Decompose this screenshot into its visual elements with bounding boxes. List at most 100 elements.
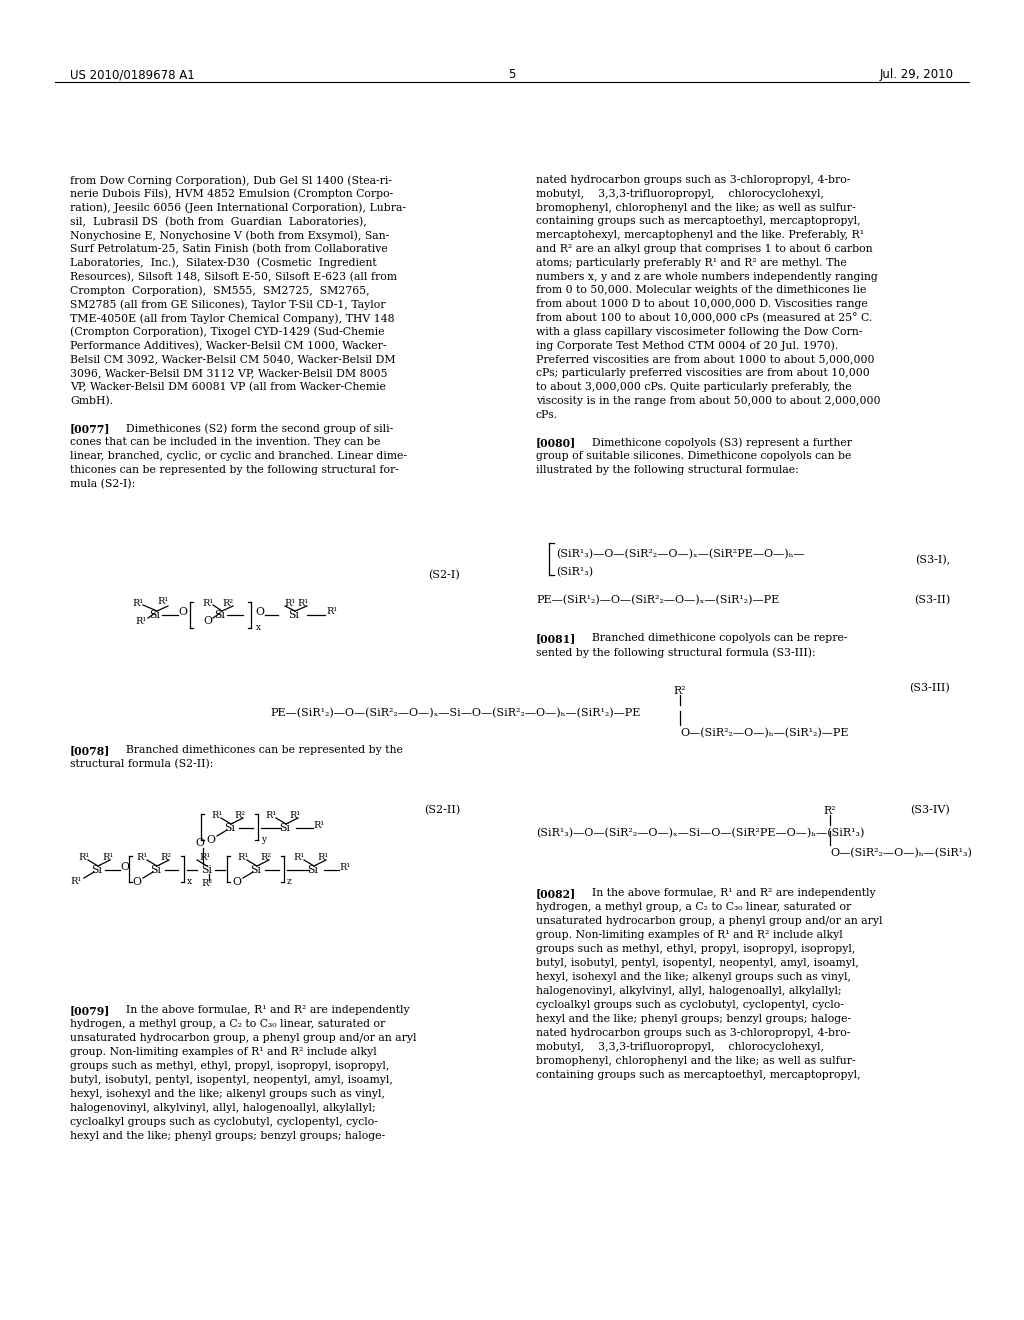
Text: (S2-I): (S2-I) bbox=[428, 570, 460, 581]
Text: R¹: R¹ bbox=[297, 598, 308, 607]
Text: O: O bbox=[196, 838, 205, 847]
Text: Belsil CM 3092, Wacker-Belsil CM 5040, Wacker-Belsil DM: Belsil CM 3092, Wacker-Belsil CM 5040, W… bbox=[70, 354, 395, 364]
Text: Performance Additives), Wacker-Belsil CM 1000, Wacker-: Performance Additives), Wacker-Belsil CM… bbox=[70, 341, 386, 351]
Text: In the above formulae, R¹ and R² are independently: In the above formulae, R¹ and R² are ind… bbox=[108, 1005, 410, 1015]
Text: 5: 5 bbox=[508, 69, 516, 81]
Text: SM2785 (all from GE Silicones), Taylor T-Sil CD-1, Taylor: SM2785 (all from GE Silicones), Taylor T… bbox=[70, 300, 385, 310]
Text: Branched dimethicones can be represented by the: Branched dimethicones can be represented… bbox=[108, 744, 402, 755]
Text: R¹: R¹ bbox=[285, 598, 296, 607]
Text: (S3-IV): (S3-IV) bbox=[910, 805, 950, 816]
Text: R²: R² bbox=[222, 598, 233, 607]
Text: halogenovinyl, alkylvinyl, allyl, halogenoallyl, alkylallyl;: halogenovinyl, alkylvinyl, allyl, haloge… bbox=[536, 986, 842, 997]
Text: R²: R² bbox=[161, 854, 172, 862]
Text: cycloalkyl groups such as cyclobutyl, cyclopentyl, cyclo-: cycloalkyl groups such as cyclobutyl, cy… bbox=[70, 1117, 378, 1127]
Text: Branched dimethicone copolyols can be repre-: Branched dimethicone copolyols can be re… bbox=[574, 634, 848, 643]
Text: butyl, isobutyl, pentyl, isopentyl, neopentyl, amyl, isoamyl,: butyl, isobutyl, pentyl, isopentyl, neop… bbox=[536, 958, 859, 968]
Text: R²: R² bbox=[823, 807, 837, 816]
Text: Si: Si bbox=[215, 610, 225, 620]
Text: Si: Si bbox=[280, 822, 291, 833]
Text: (SiR¹₃)—O—(SiR²₂—O—)ₓ—(SiR²PE—O—)ₕ—: (SiR¹₃)—O—(SiR²₂—O—)ₓ—(SiR²PE—O—)ₕ— bbox=[556, 549, 805, 560]
Text: (SiR¹₃): (SiR¹₃) bbox=[556, 568, 593, 577]
Text: group. Non-limiting examples of R¹ and R² include alkyl: group. Non-limiting examples of R¹ and R… bbox=[536, 931, 843, 940]
Text: viscosity is in the range from about 50,000 to about 2,000,000: viscosity is in the range from about 50,… bbox=[536, 396, 881, 405]
Text: thicones can be represented by the following structural for-: thicones can be represented by the follo… bbox=[70, 465, 399, 475]
Text: O: O bbox=[256, 607, 264, 616]
Text: R¹: R¹ bbox=[71, 878, 82, 887]
Text: [0079]: [0079] bbox=[70, 1005, 111, 1016]
Text: (S3-I),: (S3-I), bbox=[914, 554, 950, 565]
Text: Dimethicone copolyols (S3) represent a further: Dimethicone copolyols (S3) represent a f… bbox=[574, 437, 852, 447]
Text: R¹: R¹ bbox=[293, 854, 304, 862]
Text: Laboratories,  Inc.),  Silatex-D30  (Cosmetic  Ingredient: Laboratories, Inc.), Silatex-D30 (Cosmet… bbox=[70, 257, 377, 268]
Text: Nonychosine E, Nonychosine V (both from Exsymol), San-: Nonychosine E, Nonychosine V (both from … bbox=[70, 230, 389, 240]
Text: In the above formulae, R¹ and R² are independently: In the above formulae, R¹ and R² are ind… bbox=[574, 888, 876, 898]
Text: and R² are an alkyl group that comprises 1 to about 6 carbon: and R² are an alkyl group that comprises… bbox=[536, 244, 872, 253]
Text: (S2-II): (S2-II) bbox=[424, 805, 460, 816]
Text: nerie Dubois Fils), HVM 4852 Emulsion (Crompton Corpo-: nerie Dubois Fils), HVM 4852 Emulsion (C… bbox=[70, 189, 393, 199]
Text: unsaturated hydrocarbon group, a phenyl group and/or an aryl: unsaturated hydrocarbon group, a phenyl … bbox=[536, 916, 883, 927]
Text: sil,  Lubrasil DS  (both from  Guardian  Laboratories),: sil, Lubrasil DS (both from Guardian Lab… bbox=[70, 216, 367, 227]
Text: groups such as methyl, ethyl, propyl, isopropyl, isopropyl,: groups such as methyl, ethyl, propyl, is… bbox=[536, 944, 855, 954]
Text: Jul. 29, 2010: Jul. 29, 2010 bbox=[880, 69, 954, 81]
Text: Si: Si bbox=[150, 610, 161, 620]
Text: Resources), Silsoft 148, Silsoft E-50, Silsoft E-623 (all from: Resources), Silsoft 148, Silsoft E-50, S… bbox=[70, 272, 397, 282]
Text: R¹: R¹ bbox=[136, 854, 147, 862]
Text: R¹: R¹ bbox=[79, 854, 90, 862]
Text: R²: R² bbox=[202, 879, 213, 888]
Text: x: x bbox=[187, 876, 193, 886]
Text: R¹: R¹ bbox=[339, 862, 350, 871]
Text: PE—(SiR¹₂)—O—(SiR²₂—O—)ₓ—Si—O—(SiR²₂—O—)ₕ—(SiR¹₂)—PE: PE—(SiR¹₂)—O—(SiR²₂—O—)ₓ—Si—O—(SiR²₂—O—)… bbox=[270, 708, 640, 718]
Text: Si: Si bbox=[307, 865, 318, 875]
Text: with a glass capillary viscosimeter following the Dow Corn-: with a glass capillary viscosimeter foll… bbox=[536, 327, 862, 337]
Text: atoms; particularly preferably R¹ and R² are methyl. The: atoms; particularly preferably R¹ and R²… bbox=[536, 257, 847, 268]
Text: VP, Wacker-Belsil DM 60081 VP (all from Wacker-Chemie: VP, Wacker-Belsil DM 60081 VP (all from … bbox=[70, 381, 386, 392]
Text: cPs; particularly preferred viscosities are from about 10,000: cPs; particularly preferred viscosities … bbox=[536, 368, 869, 379]
Text: R²: R² bbox=[674, 686, 686, 696]
Text: Si: Si bbox=[202, 865, 212, 875]
Text: ration), Jeesilc 6056 (Jeen International Corporation), Lubra-: ration), Jeesilc 6056 (Jeen Internationa… bbox=[70, 202, 406, 213]
Text: butyl, isobutyl, pentyl, isopentyl, neopentyl, amyl, isoamyl,: butyl, isobutyl, pentyl, isopentyl, neop… bbox=[70, 1074, 393, 1085]
Text: [0081]: [0081] bbox=[536, 634, 577, 644]
Text: R¹: R¹ bbox=[132, 598, 143, 607]
Text: R¹: R¹ bbox=[135, 616, 146, 626]
Text: from Dow Corning Corporation), Dub Gel Sl 1400 (Stea­ri-: from Dow Corning Corporation), Dub Gel S… bbox=[70, 176, 392, 186]
Text: R¹: R¹ bbox=[102, 854, 114, 862]
Text: hexyl, isohexyl and the like; alkenyl groups such as vinyl,: hexyl, isohexyl and the like; alkenyl gr… bbox=[536, 972, 851, 982]
Text: hydrogen, a methyl group, a C₂ to C₃₀ linear, saturated or: hydrogen, a methyl group, a C₂ to C₃₀ li… bbox=[536, 902, 851, 912]
Text: hexyl and the like; phenyl groups; benzyl groups; haloge-: hexyl and the like; phenyl groups; benzy… bbox=[536, 1014, 851, 1024]
Text: O—(SiR²₂—O—)ₕ—(SiR¹₃): O—(SiR²₂—O—)ₕ—(SiR¹₃) bbox=[830, 847, 972, 858]
Text: from 0 to 50,000. Molecular weights of the dimethicones lie: from 0 to 50,000. Molecular weights of t… bbox=[536, 285, 866, 296]
Text: TME-4050E (all from Taylor Chemical Company), THV 148: TME-4050E (all from Taylor Chemical Comp… bbox=[70, 313, 394, 323]
Text: O: O bbox=[178, 607, 187, 616]
Text: sented by the following structural formula (S3-III):: sented by the following structural formu… bbox=[536, 647, 816, 657]
Text: [0080]: [0080] bbox=[536, 437, 577, 449]
Text: mula (S2-I):: mula (S2-I): bbox=[70, 479, 135, 488]
Text: 3096, Wacker-Belsil DM 3112 VP, Wacker-Belsil DM 8005: 3096, Wacker-Belsil DM 3112 VP, Wacker-B… bbox=[70, 368, 387, 379]
Text: O: O bbox=[207, 836, 215, 845]
Text: hexyl, isohexyl and the like; alkenyl groups such as vinyl,: hexyl, isohexyl and the like; alkenyl gr… bbox=[70, 1089, 385, 1100]
Text: mobutyl,    3,3,3-trifluoropropyl,    chlorocyclohexyl,: mobutyl, 3,3,3-trifluoropropyl, chlorocy… bbox=[536, 189, 824, 199]
Text: R¹: R¹ bbox=[327, 607, 338, 616]
Text: O: O bbox=[204, 616, 213, 626]
Text: PE—(SiR¹₂)—O—(SiR²₂—O—)ₓ—(SiR¹₂)—PE: PE—(SiR¹₂)—O—(SiR²₂—O—)ₓ—(SiR¹₂)—PE bbox=[536, 595, 779, 606]
Text: mobutyl,    3,3,3-trifluoropropyl,    chlorocyclohexyl,: mobutyl, 3,3,3-trifluoropropyl, chlorocy… bbox=[536, 1041, 824, 1052]
Text: bromophenyl, chlorophenyl and the like; as well as sulfur-: bromophenyl, chlorophenyl and the like; … bbox=[536, 202, 856, 213]
Text: [0077]: [0077] bbox=[70, 424, 111, 434]
Text: to about 3,000,000 cPs. Quite particularly preferably, the: to about 3,000,000 cPs. Quite particular… bbox=[536, 381, 852, 392]
Text: group of suitable silicones. Dimethicone copolyols can be: group of suitable silicones. Dimethicone… bbox=[536, 451, 851, 461]
Text: [0082]: [0082] bbox=[536, 888, 577, 899]
Text: Si: Si bbox=[224, 822, 236, 833]
Text: R¹: R¹ bbox=[200, 854, 211, 862]
Text: (SiR¹₃)—O—(SiR²₂—O—)ₓ—Si—O—(SiR²PE—O—)ₕ—(SiR¹₃): (SiR¹₃)—O—(SiR²₂—O—)ₓ—Si—O—(SiR²PE—O—)ₕ—… bbox=[536, 828, 864, 838]
Text: Crompton  Corporation),  SM555,  SM2725,  SM2765,: Crompton Corporation), SM555, SM2725, SM… bbox=[70, 285, 370, 296]
Text: O: O bbox=[132, 876, 141, 887]
Text: containing groups such as mercaptoethyl, mercaptopropyl,: containing groups such as mercaptoethyl,… bbox=[536, 1071, 860, 1080]
Text: cycloalkyl groups such as cyclobutyl, cyclopentyl, cyclo-: cycloalkyl groups such as cyclobutyl, cy… bbox=[536, 1001, 844, 1010]
Text: group. Non-limiting examples of R¹ and R² include alkyl: group. Non-limiting examples of R¹ and R… bbox=[70, 1047, 377, 1057]
Text: numbers x, y and z are whole numbers independently ranging: numbers x, y and z are whole numbers ind… bbox=[536, 272, 878, 281]
Text: illustrated by the following structural formulae:: illustrated by the following structural … bbox=[536, 465, 799, 475]
Text: R¹: R¹ bbox=[158, 597, 169, 606]
Text: from about 1000 D to about 10,000,000 D. Viscosities range: from about 1000 D to about 10,000,000 D.… bbox=[536, 300, 867, 309]
Text: O: O bbox=[121, 862, 129, 873]
Text: nated hydrocarbon groups such as 3-chloropropyl, 4-bro-: nated hydrocarbon groups such as 3-chlor… bbox=[536, 176, 850, 185]
